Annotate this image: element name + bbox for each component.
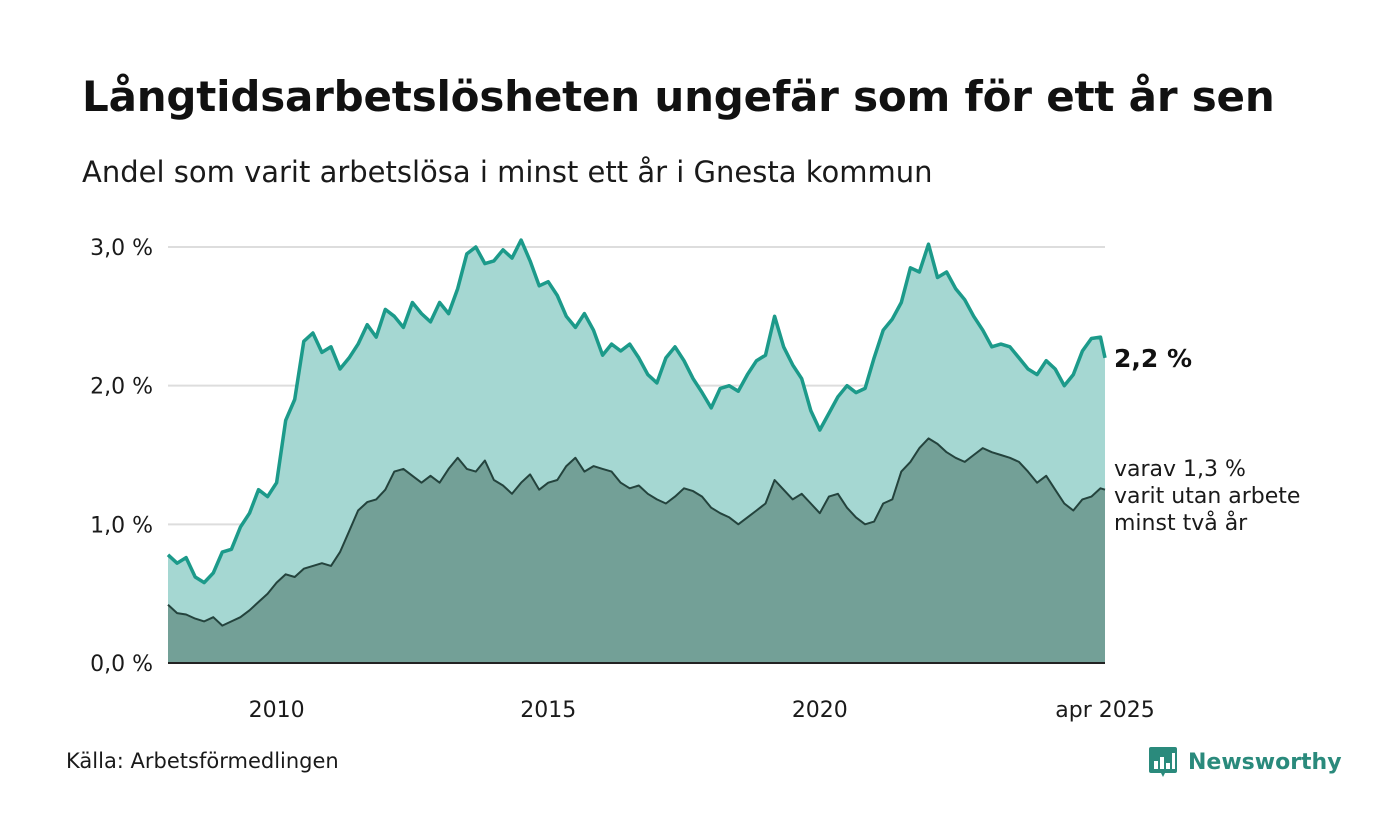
long-term-end-label: 2,2 % xyxy=(1114,344,1192,373)
source-note: Källa: Arbetsförmedlingen xyxy=(66,749,339,773)
two-year-end-label-line: varav 1,3 % xyxy=(1114,457,1246,482)
x-tick-label: 2015 xyxy=(520,698,576,723)
series-layer xyxy=(166,238,1107,664)
brand-name: Newsworthy xyxy=(1188,749,1342,775)
y-axis: 0,0 % 1,0 % 2,0 % 3,0 % xyxy=(90,236,153,677)
brand-logo[interactable]: Newsworthy xyxy=(1148,744,1342,780)
y-tick-label: 0,0 % xyxy=(90,652,153,677)
bar-chart-speech-bubble-icon xyxy=(1149,747,1177,777)
chart-title: Långtidsarbetslösheten ungefär som för e… xyxy=(82,72,1275,121)
x-tick-label: 2020 xyxy=(792,698,848,723)
long-term-line xyxy=(166,238,1107,585)
two-year-end-label-line: minst två år xyxy=(1114,510,1248,536)
chart-subtitle: Andel som varit arbetslösa i minst ett å… xyxy=(82,155,933,189)
two-year-end-label-line: varit utan arbete xyxy=(1114,484,1300,509)
y-tick-label: 3,0 % xyxy=(90,236,153,261)
x-axis: 2010 2015 2020 apr 2025 xyxy=(249,698,1155,723)
x-tick-label: apr 2025 xyxy=(1055,698,1154,723)
x-tick-label: 2010 xyxy=(249,698,305,723)
y-tick-label: 2,0 % xyxy=(90,375,153,400)
two-year-line xyxy=(167,437,1106,627)
two-year-area xyxy=(168,438,1105,663)
y-tick-label: 1,0 % xyxy=(90,513,153,538)
